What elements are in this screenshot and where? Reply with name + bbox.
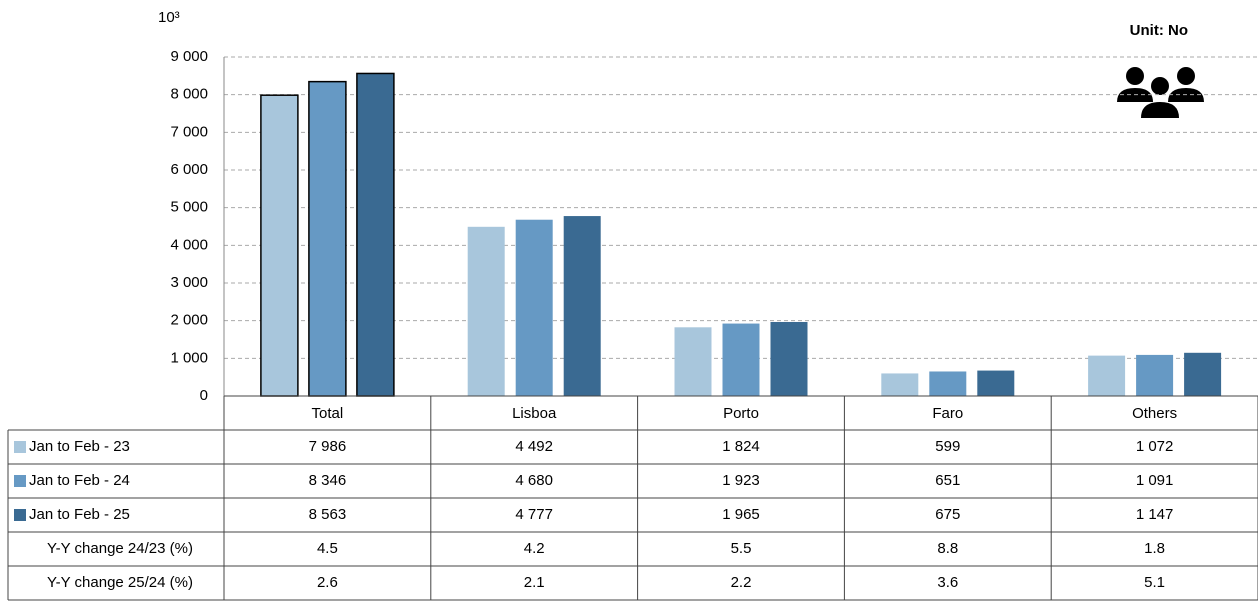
table-cell: 7 986 bbox=[309, 438, 347, 455]
y-tick-label: 3 000 bbox=[170, 274, 208, 291]
table-cell: 4.5 bbox=[317, 540, 338, 557]
chart-title: Unit: No bbox=[1130, 22, 1188, 39]
y-tick-label: 0 bbox=[200, 387, 208, 404]
y-tick-label: 1 000 bbox=[170, 349, 208, 366]
table-cell: 4.2 bbox=[524, 540, 545, 557]
table-cell: 2.6 bbox=[317, 574, 338, 591]
x-tick-label: Porto bbox=[723, 405, 759, 422]
y-unit-label: 10³ bbox=[158, 9, 180, 26]
bar bbox=[260, 94, 299, 397]
y-tick-label: 7 000 bbox=[170, 123, 208, 140]
table-cell: 5.1 bbox=[1144, 574, 1165, 591]
bar bbox=[1184, 352, 1222, 396]
table-cell: 4 492 bbox=[515, 438, 553, 455]
y-tick-label: 2 000 bbox=[170, 312, 208, 329]
y-tick-label: 4 000 bbox=[170, 236, 208, 253]
legend-label: Jan to Feb - 24 bbox=[29, 472, 130, 489]
x-tick-label: Others bbox=[1132, 405, 1177, 422]
bar bbox=[674, 327, 712, 396]
table-cell: 1 147 bbox=[1136, 506, 1174, 523]
bar bbox=[929, 371, 967, 396]
bar bbox=[1136, 354, 1174, 396]
table-cell: 8 563 bbox=[309, 506, 347, 523]
bar bbox=[770, 321, 808, 396]
table-cell: 3.6 bbox=[937, 574, 958, 591]
legend-swatch bbox=[14, 475, 26, 487]
bar bbox=[515, 219, 553, 396]
y-tick-label: 8 000 bbox=[170, 86, 208, 103]
table-cell: 1 965 bbox=[722, 506, 760, 523]
table-cell: 651 bbox=[935, 472, 960, 489]
table-cell: 8 346 bbox=[309, 472, 347, 489]
y-tick-label: 5 000 bbox=[170, 199, 208, 216]
table-cell: 8.8 bbox=[937, 540, 958, 557]
table-cell: 2.2 bbox=[731, 574, 752, 591]
y-tick-label: 6 000 bbox=[170, 161, 208, 178]
row-label: Y-Y change 25/24 (%) bbox=[47, 574, 193, 591]
legend-swatch bbox=[14, 509, 26, 521]
table-cell: 2.1 bbox=[524, 574, 545, 591]
people-icon bbox=[1117, 67, 1204, 118]
bar bbox=[722, 323, 760, 396]
bar bbox=[563, 216, 601, 396]
table-cell: 4 680 bbox=[515, 472, 553, 489]
legend-label: Jan to Feb - 25 bbox=[29, 506, 130, 523]
x-tick-label: Faro bbox=[932, 405, 963, 422]
table-cell: 1.8 bbox=[1144, 540, 1165, 557]
y-tick-label: 9 000 bbox=[170, 48, 208, 65]
bar bbox=[467, 226, 505, 396]
x-tick-label: Total bbox=[312, 405, 344, 422]
table-cell: 1 091 bbox=[1136, 472, 1174, 489]
bar bbox=[356, 72, 395, 397]
table-cell: 4 777 bbox=[515, 506, 553, 523]
bar bbox=[881, 373, 919, 396]
table-cell: 1 072 bbox=[1136, 438, 1174, 455]
legend-swatch bbox=[14, 441, 26, 453]
bar bbox=[1088, 355, 1126, 396]
row-label: Y-Y change 24/23 (%) bbox=[47, 540, 193, 557]
x-tick-label: Lisboa bbox=[512, 405, 557, 422]
table-cell: 5.5 bbox=[731, 540, 752, 557]
table-cell: 1 923 bbox=[722, 472, 760, 489]
table-cell: 675 bbox=[935, 506, 960, 523]
table-cell: 1 824 bbox=[722, 438, 760, 455]
bar bbox=[977, 370, 1015, 396]
table-cell: 599 bbox=[935, 438, 960, 455]
legend-label: Jan to Feb - 23 bbox=[29, 438, 130, 455]
bar bbox=[308, 80, 347, 397]
